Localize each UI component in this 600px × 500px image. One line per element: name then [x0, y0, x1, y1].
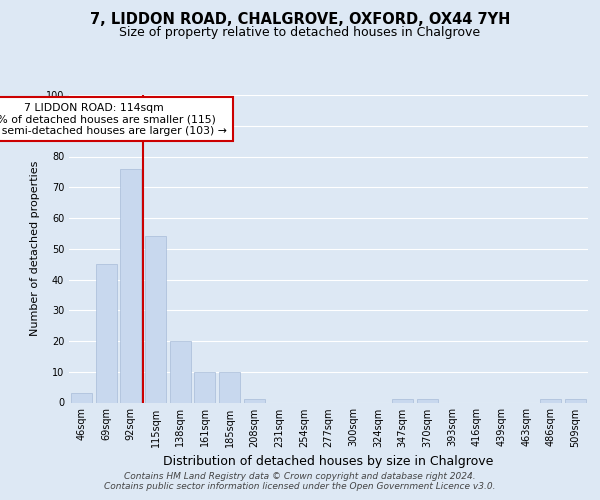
Bar	[417, 400, 438, 402]
Bar	[541, 400, 562, 402]
Bar	[219, 372, 240, 402]
Bar	[565, 400, 586, 402]
Bar	[95, 264, 116, 402]
Text: Contains HM Land Registry data © Crown copyright and database right 2024.
Contai: Contains HM Land Registry data © Crown c…	[104, 472, 496, 491]
Bar	[120, 169, 141, 402]
Text: Size of property relative to detached houses in Chalgrove: Size of property relative to detached ho…	[119, 26, 481, 39]
Bar	[145, 236, 166, 402]
Text: 7 LIDDON ROAD: 114sqm
← 52% of detached houses are smaller (115)
47% of semi-det: 7 LIDDON ROAD: 114sqm ← 52% of detached …	[0, 102, 227, 136]
Y-axis label: Number of detached properties: Number of detached properties	[30, 161, 40, 336]
Bar	[392, 400, 413, 402]
X-axis label: Distribution of detached houses by size in Chalgrove: Distribution of detached houses by size …	[163, 455, 494, 468]
Bar	[71, 394, 92, 402]
Text: 7, LIDDON ROAD, CHALGROVE, OXFORD, OX44 7YH: 7, LIDDON ROAD, CHALGROVE, OXFORD, OX44 …	[90, 12, 510, 28]
Bar	[244, 400, 265, 402]
Bar	[170, 341, 191, 402]
Bar	[194, 372, 215, 402]
